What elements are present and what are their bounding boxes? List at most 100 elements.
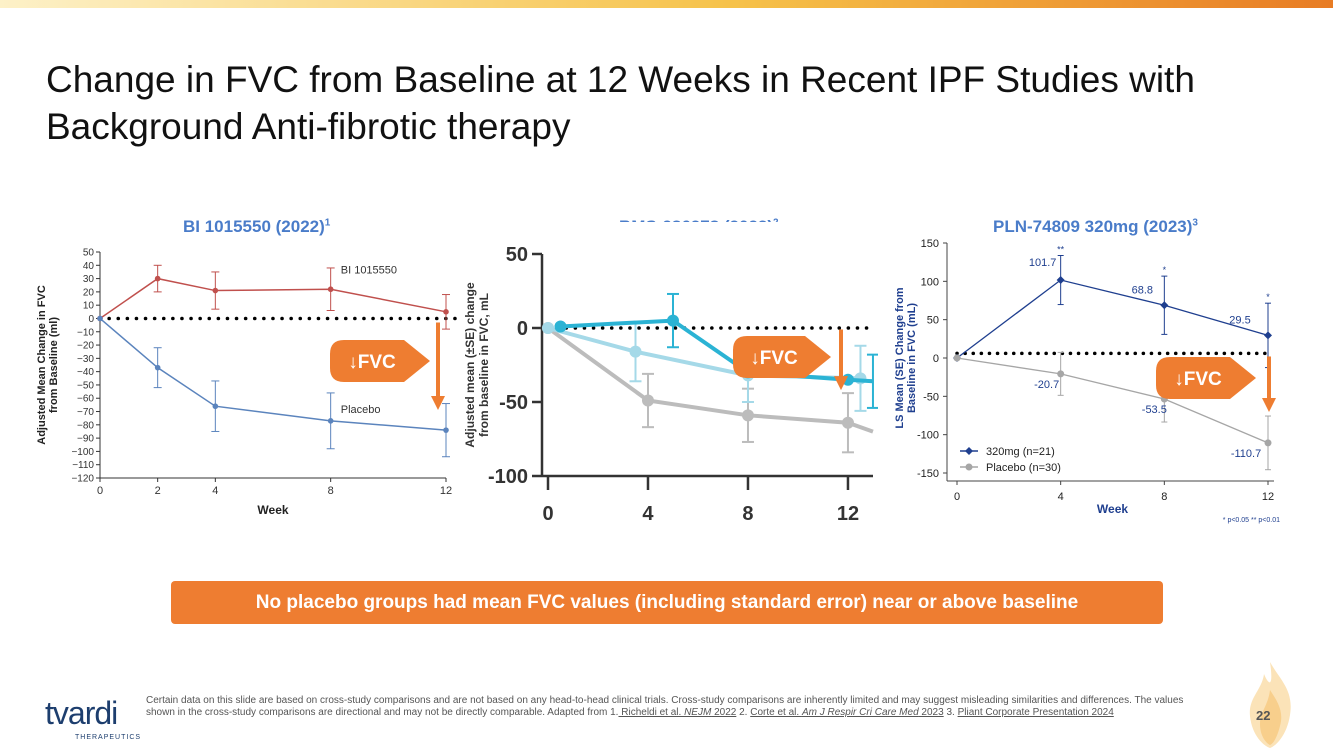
ref1-year: 2022 [711, 707, 737, 718]
chart3-series-0-data-label: 101.7 [1029, 257, 1057, 269]
ref1-journal: NEJM [684, 707, 712, 718]
chart1-series-label-bi: BI 1015550 [341, 264, 397, 276]
chart3-legend-marker [965, 463, 973, 471]
chart3-title-ref: 3 [1192, 217, 1198, 229]
chart1-series-label-placebo: Placebo [341, 404, 381, 416]
chart2-xtick-label: 12 [837, 503, 859, 525]
chart3-xlabel: Week [1097, 502, 1128, 516]
chart1-ytick-label: 40 [83, 261, 95, 272]
chart1-ytick-label: 20 [83, 287, 95, 298]
chart3-xtick-label: 0 [954, 491, 960, 503]
chart3-series-1-data-label: -110.7 [1231, 448, 1261, 460]
chart3-xtick-label: 8 [1161, 491, 1167, 503]
flame-icon [1249, 662, 1291, 748]
chart1-ytick-label: −100 [71, 447, 94, 458]
ref2-sep: 2. [736, 707, 751, 718]
ref2-link[interactable]: Corte et al. Am J Respir Cri Care Med 20… [750, 707, 943, 718]
chart1-title: BI 1015550 (2022)1 [183, 217, 330, 237]
chart1-ytick-label: 10 [83, 301, 95, 312]
chart1-bi1015550: 50403020100−10−20−30−40−50−60−70−80−90−1… [36, 248, 458, 517]
ref3-link[interactable]: Pliant Corporate Presentation 2024 [957, 707, 1114, 718]
chart3-series-1-point [953, 354, 961, 362]
chart1-series-1-point [212, 403, 219, 410]
chart3-title: PLN-74809 320mg (2023)3 [993, 217, 1198, 237]
ref2-year: 2023 [918, 707, 944, 718]
chart2-series-0-point [666, 314, 679, 327]
chart1-ytick-label: 30 [83, 274, 95, 285]
chart2-xtick-label: 4 [642, 503, 654, 525]
chart3-series-0-sig-marker: ** [1057, 244, 1065, 254]
chart1-ytick-label: −50 [77, 380, 94, 391]
ref2-authors: Corte et al. [750, 707, 802, 718]
chart3-series-1-data-label: -20.7 [1034, 379, 1059, 391]
chart3-series-0-data-label: 29.5 [1229, 314, 1250, 326]
chart3-legend-marker [965, 447, 973, 455]
chart2-ytick-label: -100 [488, 466, 528, 488]
chart1-ytick-label: −70 [77, 407, 94, 418]
chart3-ytick-label: 50 [927, 315, 939, 327]
chart1-series-1-point [154, 364, 161, 371]
chart1-xtick-label: 0 [97, 485, 103, 497]
chart3-legend-label: Placebo (n=30) [986, 462, 1061, 474]
ref2-journal: Am J Respir Cri Care Med [801, 707, 919, 718]
chart1-ytick-label: −20 [77, 341, 94, 352]
chart1-ytick-label: −90 [77, 434, 94, 445]
slide-title: Change in FVC from Baseline at 12 Weeks … [46, 59, 1195, 147]
key-finding-banner: No placebo groups had mean FVC values (i… [171, 581, 1163, 624]
logo-subtitle: THERAPEUTICS [75, 734, 142, 741]
chart2-series-2-point [841, 416, 854, 429]
chart3-ytick-label: -150 [917, 468, 939, 480]
chart3-xtick-label: 12 [1262, 491, 1274, 503]
chart1-ytick-label: −110 [72, 460, 94, 471]
disclaimer-footnote: Certain data on this slide are based on … [146, 695, 1206, 719]
chart1-xtick-label: 8 [328, 485, 334, 497]
chart3-fvc-label: ↓FVC [1174, 369, 1222, 390]
chart3-sig-footnote: * p<0.05 ** p<0.01 [1223, 517, 1280, 524]
chart1-ytick-label: 0 [88, 314, 94, 325]
chart1-ytick-label: −80 [77, 420, 94, 431]
chart1-xtick-label: 2 [155, 485, 161, 497]
chart1-ytick-label: −60 [77, 394, 94, 405]
chart1-ytick-label: −40 [77, 367, 94, 378]
ref1-link[interactable]: Richeldi et al. NEJM 2022 [618, 707, 736, 718]
chart3-series-0-sig-marker: * [1266, 292, 1270, 302]
chart2-xtick-label: 0 [542, 503, 553, 525]
ref3-sep: 3. [943, 707, 958, 718]
chart3-series-1-point [1057, 370, 1065, 378]
chart1-series-1-point [327, 418, 334, 424]
chart3-series-1-point [1264, 439, 1272, 447]
chart3-arrow-head [1262, 398, 1276, 412]
chart3-ytick-label: 100 [921, 276, 939, 288]
chart1-ytick-label: −30 [77, 354, 94, 365]
chart3-series-0-point [1160, 301, 1169, 310]
chart3-ytick-label: -100 [917, 430, 939, 442]
chart1-ytick-label: −10 [77, 327, 94, 338]
chart1-xtick-label: 4 [212, 485, 218, 497]
chart3-series-0-sig-marker: * [1163, 265, 1167, 275]
chart2-fvc-callout [733, 336, 831, 378]
chart3-series-0-line [956, 279, 1269, 359]
logo-wordmark: tvardi [45, 695, 118, 731]
chart1-fvc-callout [330, 340, 430, 382]
chart3-pln74809: 150 100 50 0 -50 -100 -150 0 4 8 12 Week * p<0.05 **… [894, 238, 1280, 524]
chart3-ytick-label: -50 [923, 391, 939, 403]
chart3-ylabel: LS Mean (SE) Change fromBaseline in FVC … [894, 287, 918, 428]
chart3-series-1-data-label: -53.5 [1142, 404, 1167, 416]
chart3-series-0-data-label: 68.8 [1132, 284, 1153, 296]
chart2-series-1-point [629, 345, 642, 358]
chart3-ytick-label: 0 [933, 353, 939, 365]
chart1-ylabel: Adjusted Mean Change in FVCfrom Baseline… [36, 285, 60, 445]
chart2-fvc-label: ↓FVC [750, 348, 798, 369]
chart2-bms986278: 50 0 -50 -100 0 4 8 12 Adjusted mean (±SE) chang… [458, 222, 878, 532]
chart3-legend-label: 320mg (n=21) [986, 446, 1055, 458]
chart1-title-ref: 1 [324, 217, 331, 229]
chart2-arrow-head [834, 376, 848, 391]
chart2-series-2-point [741, 409, 754, 422]
chart1-ytick-label: 50 [83, 248, 95, 259]
chart3-title-text: PLN-74809 320mg (2023) [993, 217, 1193, 236]
chart3-xtick-label: 4 [1058, 491, 1064, 503]
chart3-ytick-label: 150 [921, 238, 939, 250]
chart1-title-text: BI 1015550 (2022) [183, 217, 325, 236]
chart1-arrow-head [431, 396, 445, 410]
chart1-fvc-label: ↓FVC [348, 352, 396, 373]
